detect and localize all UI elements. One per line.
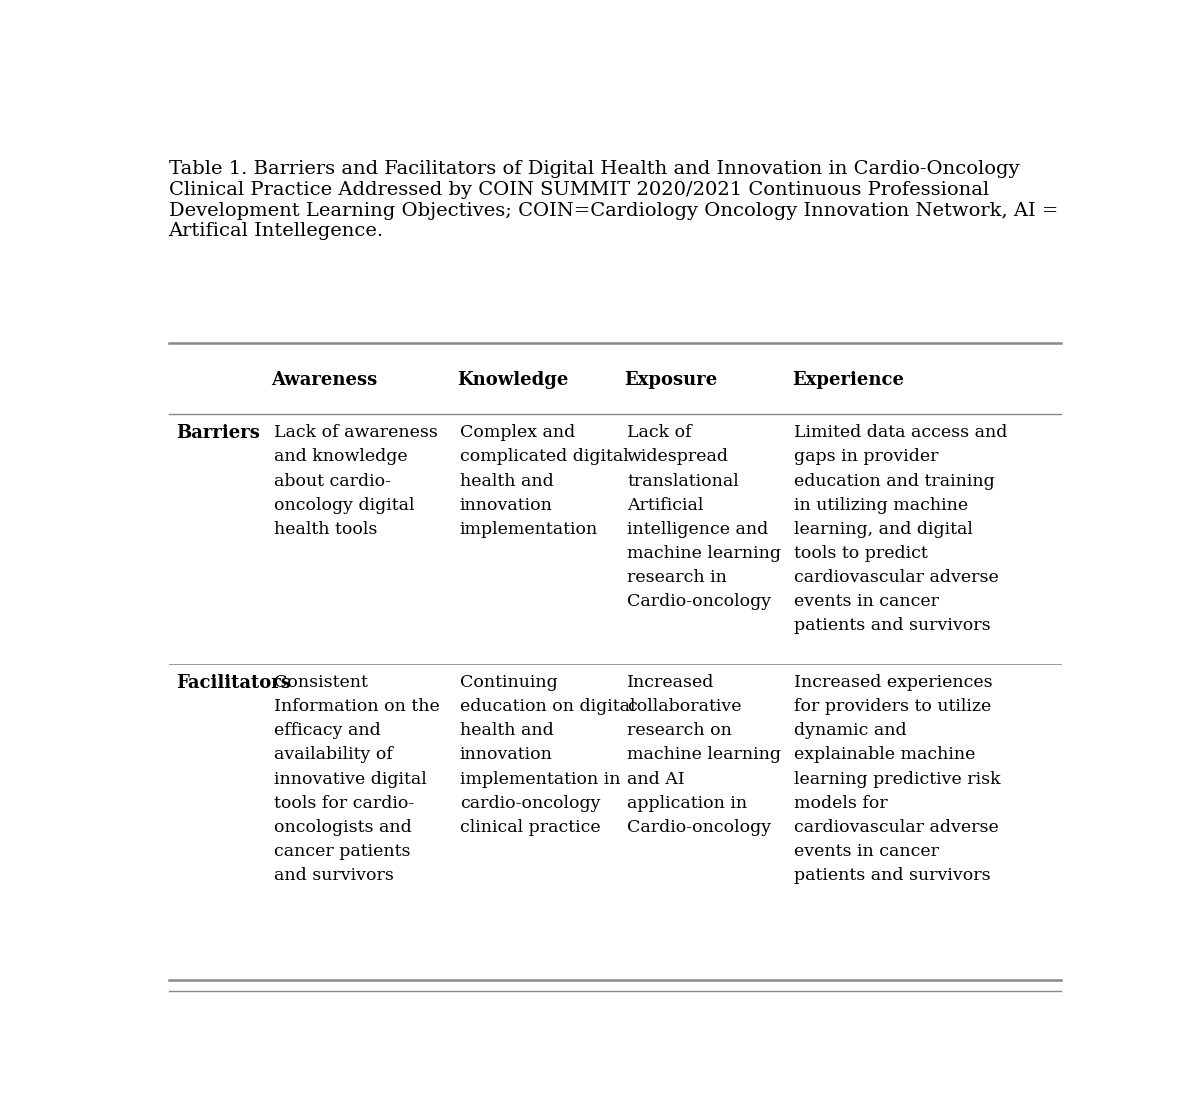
Text: Increased experiences
for providers to utilize
dynamic and
explainable machine
l: Increased experiences for providers to u…: [794, 674, 1001, 884]
Text: Exposure: Exposure: [624, 370, 718, 389]
Text: Consistent
Information on the
efficacy and
availability of
innovative digital
to: Consistent Information on the efficacy a…: [274, 674, 439, 884]
Text: Facilitators: Facilitators: [176, 674, 290, 692]
Text: Complex and
complicated digital
health and
innovation
implementation: Complex and complicated digital health a…: [460, 424, 629, 538]
Text: Lack of
widespread
translational
Artificial
intelligence and
machine learning
re: Lack of widespread translational Artific…: [628, 424, 781, 610]
Text: Limited data access and
gaps in provider
education and training
in utilizing mac: Limited data access and gaps in provider…: [794, 424, 1008, 635]
Text: Continuing
education on digital
health and
innovation
implementation in
cardio-o: Continuing education on digital health a…: [460, 674, 635, 836]
Text: Table 1. Barriers and Facilitators of Digital Health and Innovation in Cardio-On: Table 1. Barriers and Facilitators of Di…: [168, 160, 1058, 240]
Text: Experience: Experience: [792, 370, 904, 389]
Text: Barriers: Barriers: [176, 424, 260, 443]
Text: Lack of awareness
and knowledge
about cardio-
oncology digital
health tools: Lack of awareness and knowledge about ca…: [274, 424, 438, 538]
Text: Awareness: Awareness: [271, 370, 377, 389]
Text: Increased
collaborative
research on
machine learning
and AI
application in
Cardi: Increased collaborative research on mach…: [628, 674, 781, 836]
Text: Knowledge: Knowledge: [457, 370, 569, 389]
